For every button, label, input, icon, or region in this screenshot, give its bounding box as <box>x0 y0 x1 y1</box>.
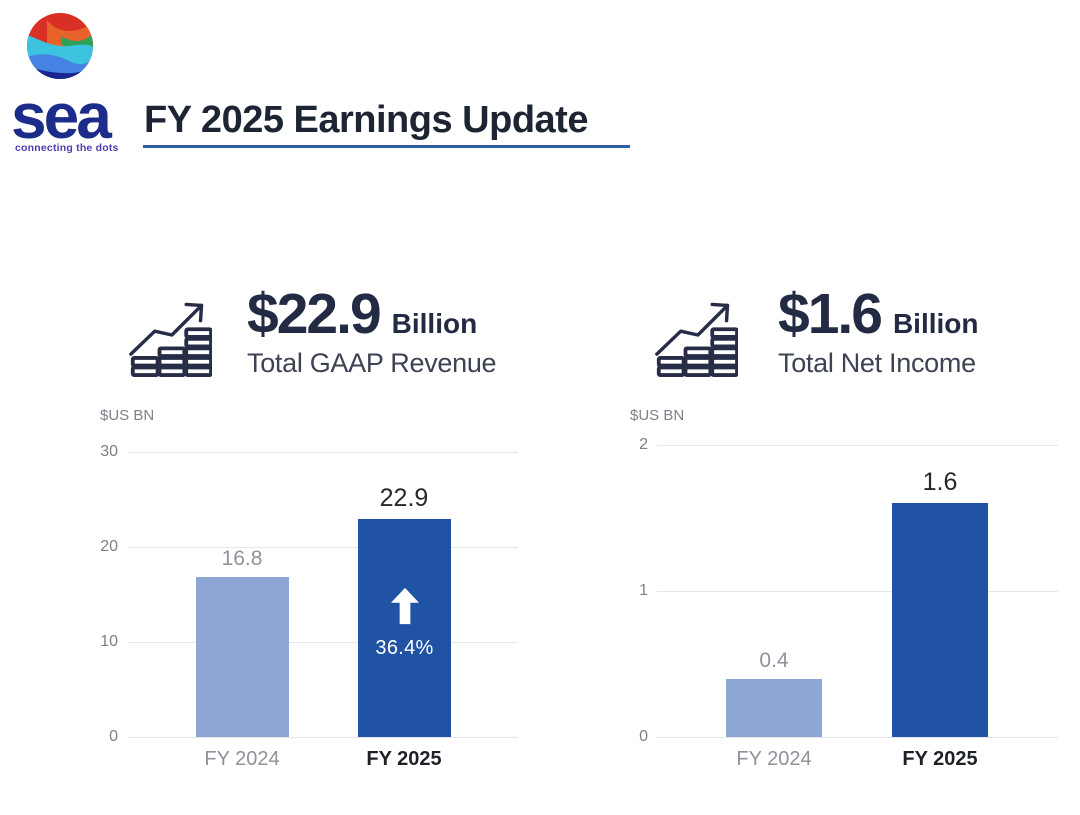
y-axis-tick-label: 0 <box>109 728 118 745</box>
y-axis-tick-label: 1 <box>639 582 648 599</box>
y-axis-tick-label: 30 <box>100 443 118 460</box>
gridline <box>128 547 518 548</box>
x-label-fy2025: FY 2025 <box>902 748 978 770</box>
value-label-fy2025: 1.6 <box>922 467 958 496</box>
bar-fy2025 <box>892 503 988 737</box>
revenue-stat-unit: Billion <box>391 308 478 339</box>
x-label-fy2024: FY 2024 <box>204 748 280 770</box>
growth-badge: 36.4% <box>358 587 451 660</box>
bar-fy2024 <box>726 678 822 737</box>
logo-wordmark: sea <box>11 80 112 152</box>
net-income-stat-value: $1.6 <box>778 282 883 346</box>
gridline <box>657 737 1058 738</box>
y-axis-tick-label: 2 <box>639 436 648 453</box>
plot-area: 36.4% 16.8 22.9 <box>128 452 518 738</box>
revenue-chart-panel: $22.9 Billion Total GAAP Revenue $US BN … <box>0 270 560 785</box>
page-title: FY 2025 Earnings Update <box>144 99 588 141</box>
growth-chart-icon <box>129 302 212 377</box>
net-income-stat-unit: Billion <box>892 308 979 339</box>
value-label-fy2024: 16.8 <box>221 547 263 571</box>
gridline <box>128 737 518 738</box>
revenue-stat-value: $22.9 <box>247 282 382 346</box>
logo-tagline: connecting the dots <box>15 142 119 154</box>
x-label-fy2025: FY 2025 <box>366 748 442 770</box>
bar-fy2025: 36.4% <box>358 519 451 737</box>
value-label-fy2025: 22.9 <box>379 483 429 512</box>
growth-chart-icon <box>655 302 738 377</box>
y-axis-title: $US BN <box>100 407 155 424</box>
gridline <box>657 445 1058 446</box>
y-axis-title: $US BN <box>630 407 685 424</box>
plot-area: 0.4 1.6 <box>657 445 1058 738</box>
revenue-stat-block: $22.9 Billion Total GAAP Revenue <box>247 282 497 379</box>
gridline <box>657 591 1058 592</box>
title-underline <box>143 145 630 148</box>
sea-globe-logo-icon <box>27 13 93 79</box>
y-axis-tick-label: 0 <box>639 728 648 745</box>
y-axis-tick-label: 20 <box>100 537 118 555</box>
y-axis: 30 20 10 0 <box>40 443 118 745</box>
net-income-stat-block: $1.6 Billion Total Net Income <box>778 286 979 379</box>
growth-percentage: 36.4% <box>375 637 434 660</box>
gridline <box>128 642 518 643</box>
value-label-fy2024: 0.4 <box>759 648 789 672</box>
revenue-stat-label: Total GAAP Revenue <box>247 348 497 378</box>
net-income-stat-label: Total Net Income <box>778 348 976 378</box>
y-axis-tick-label: 10 <box>100 632 118 650</box>
gridline <box>128 452 518 453</box>
bar-fy2024 <box>196 577 289 737</box>
x-label-fy2024: FY 2024 <box>736 748 812 770</box>
y-axis: 2 1 0 <box>570 436 648 745</box>
up-arrow-icon <box>390 588 419 625</box>
